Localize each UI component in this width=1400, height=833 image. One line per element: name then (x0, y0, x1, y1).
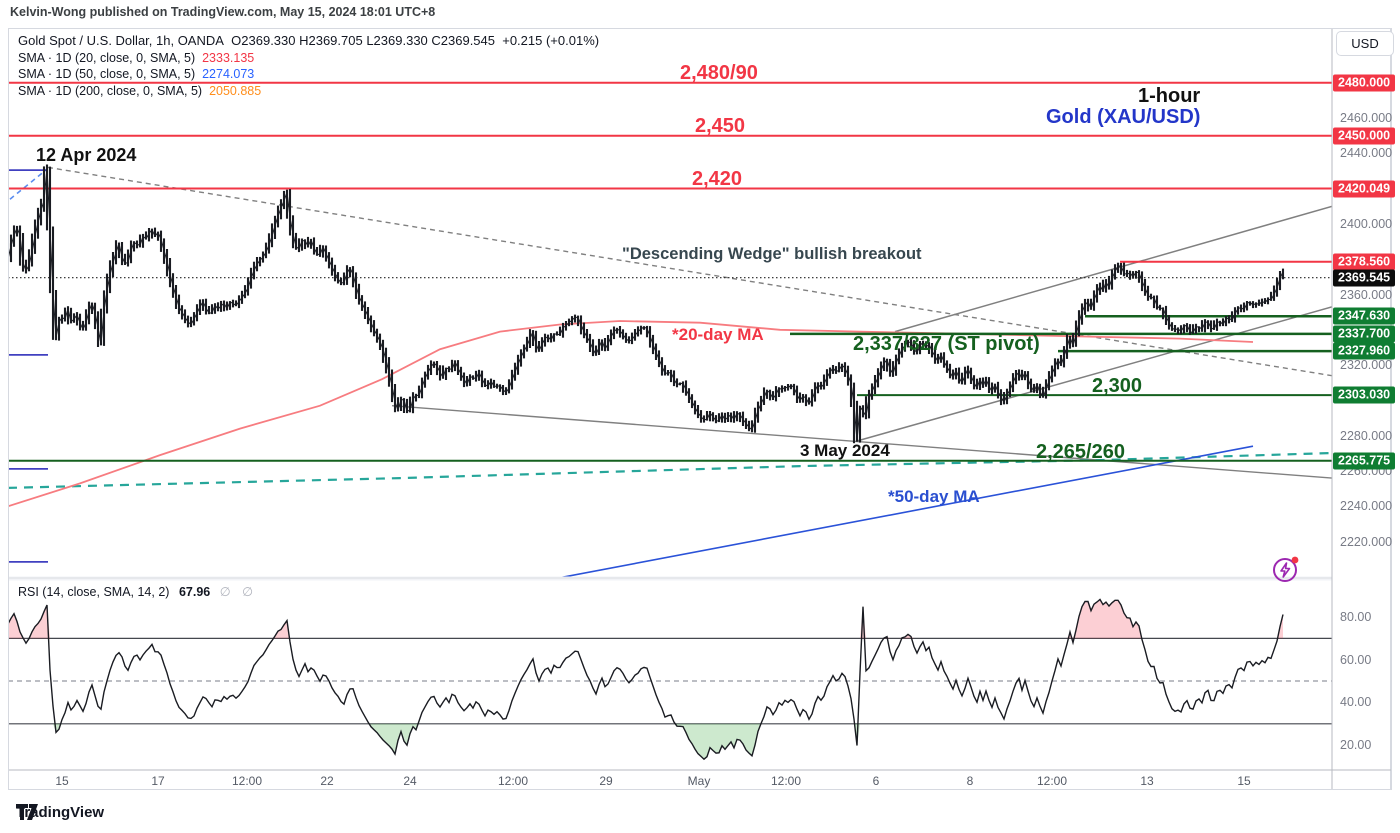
sma20-row: SMA · 1D (20, close, 0, SMA, 5) 2333.135 (18, 50, 599, 67)
time-axis-tick: 29 (599, 774, 613, 788)
price-axis-tick: 2220.000 (1340, 534, 1393, 549)
price-level-badge: 2420.049 (1333, 180, 1396, 197)
time-axis-tick: May (687, 774, 711, 788)
rsi-axis-tick: 80.00 (1340, 610, 1372, 624)
ohlc-values: O2369.330 H2369.705 L2369.330 C2369.545 (231, 33, 495, 48)
sma20-value: 2333.135 (202, 50, 255, 65)
indicator-legend[interactable]: Gold Spot / U.S. Dollar, 1h, OANDA O2369… (18, 33, 599, 99)
rsi-axis-tick: 60.00 (1340, 652, 1372, 667)
annotation-st-pivot: 2,337/327 (ST pivot) (853, 333, 1040, 355)
annotation-1-hour: 1-hour (1138, 85, 1201, 107)
sma200-value: 2050.885 (209, 83, 262, 98)
tradingview-logo-text: TradingView (16, 804, 105, 821)
price-level-badge: 2369.545 (1333, 269, 1396, 287)
annotation-50-day-ma: *50-day MA (888, 487, 980, 506)
rsi-axis-tick: 40.00 (1340, 695, 1372, 710)
rsi-label: RSI (14, close, SMA, 14, 2) (18, 585, 170, 599)
annotation-gold-xauusd: Gold (XAU/USD) (1046, 106, 1201, 128)
change-value: +0.215 (+0.01%) (502, 33, 600, 48)
currency-unit-label: USD (1351, 36, 1379, 51)
price-level-badge: 2347.630 (1333, 307, 1396, 325)
price-level-badge: 2378.560 (1333, 253, 1396, 271)
time-axis[interactable] (8, 770, 1332, 791)
annotation-12-apr-2024: 12 Apr 2024 (36, 145, 137, 165)
time-axis-tick: 12:00 (231, 774, 263, 788)
annotation-20-day-ma: *20-day MA (672, 325, 764, 344)
price-axis-tick: 2280.000 (1340, 428, 1393, 443)
price-axis-tick: 2440.000 (1340, 146, 1393, 161)
annotation-2300: 2,300 (1092, 375, 1143, 397)
price-level-badge: 2327.960 (1333, 342, 1396, 360)
price-level-badge: 2303.030 (1333, 386, 1396, 404)
sma200-row: SMA · 1D (200, close, 0, SMA, 5) 2050.88… (18, 83, 599, 100)
time-axis-tick: 12:00 (770, 774, 802, 788)
sma50-value: 2274.073 (202, 67, 255, 81)
price-axis-tick: 2320.000 (1340, 358, 1393, 373)
time-axis-tick: 13 (1140, 774, 1154, 788)
price-level-badge: 2450.000 (1333, 127, 1396, 145)
time-axis-tick: 12:00 (1036, 774, 1068, 788)
sma50-label: SMA · 1D (50, close, 0, SMA, 5) (18, 67, 196, 81)
time-axis-tick: 17 (151, 774, 165, 788)
rsi-legend-row[interactable]: RSI (14, close, SMA, 14, 2) 67.96 ∅ ∅ (18, 584, 257, 599)
sma50-row: SMA · 1D (50, close, 0, SMA, 5) 2274.073 (18, 66, 599, 83)
sma20-label: SMA · 1D (20, close, 0, SMA, 5) (18, 50, 196, 65)
price-axis-tick: 2360.000 (1340, 287, 1393, 302)
time-axis-tick: 15 (55, 774, 69, 788)
time-axis-tick: 6 (872, 774, 880, 788)
price-level-badge: 2265.775 (1333, 452, 1396, 470)
attribution-text: Kelvin-Wong published on TradingView.com… (10, 5, 436, 19)
time-axis-tick: 15 (1237, 774, 1251, 788)
time-axis-tick: 12:00 (497, 774, 529, 788)
annotation-2420: 2,420 (692, 168, 743, 190)
price-level-badge: 2337.700 (1333, 325, 1396, 343)
rsi-hidden-icons: ∅ ∅ (219, 585, 257, 599)
annotation-descending-wedge: "Descending Wedge" bullish breakout (622, 245, 922, 263)
price-axis-tick: 2460.000 (1340, 111, 1393, 125)
boost-flash-icon[interactable] (1270, 553, 1302, 585)
time-axis-tick: 24 (403, 774, 417, 788)
annotation-2480-90: 2,480/90 (680, 62, 758, 84)
tradingview-logo-icon (16, 804, 38, 820)
annotation-3-may-2024: 3 May 2024 (800, 441, 890, 460)
rsi-axis-tick: 20.00 (1340, 738, 1372, 753)
rsi-value: 67.96 (178, 585, 211, 599)
annotation-2450: 2,450 (695, 115, 746, 137)
sma200-label: SMA · 1D (200, close, 0, SMA, 5) (18, 83, 203, 98)
price-axis-tick: 2400.000 (1340, 216, 1393, 231)
time-axis-tick: 22 (320, 774, 334, 788)
tradingview-logo[interactable]: TradingView (16, 804, 104, 821)
symbol-title: Gold Spot / U.S. Dollar, 1h, OANDA (18, 33, 224, 48)
annotation-2265-260: 2,265/260 (1036, 441, 1125, 463)
time-axis-tick: 8 (966, 774, 974, 788)
price-axis-tick: 2240.000 (1340, 499, 1393, 514)
currency-unit-button[interactable]: USD (1336, 31, 1394, 56)
symbol-ohlc-row: Gold Spot / U.S. Dollar, 1h, OANDA O2369… (18, 33, 599, 50)
price-level-badge: 2480.000 (1333, 74, 1396, 92)
